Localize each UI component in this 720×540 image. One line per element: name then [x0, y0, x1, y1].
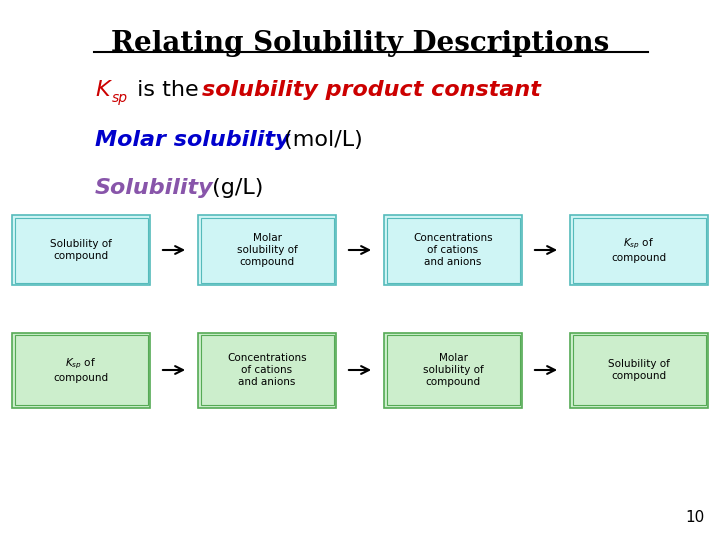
Text: $\mathit{K}$: $\mathit{K}$	[95, 80, 113, 100]
Text: $K_{sp}$ of
compound: $K_{sp}$ of compound	[611, 237, 667, 263]
FancyBboxPatch shape	[570, 215, 708, 285]
Text: (g/L): (g/L)	[205, 178, 264, 198]
Text: 10: 10	[685, 510, 705, 525]
Text: (mol/L): (mol/L)	[277, 130, 363, 150]
Text: Relating Solubility Descriptions: Relating Solubility Descriptions	[111, 30, 609, 57]
Text: Concentrations
of cations
and anions: Concentrations of cations and anions	[413, 233, 492, 267]
Text: solubility product constant: solubility product constant	[202, 80, 541, 100]
Text: Molar
solubility of
compound: Molar solubility of compound	[423, 353, 483, 387]
Text: sp: sp	[112, 91, 128, 105]
Text: Molar solubility: Molar solubility	[95, 130, 289, 150]
FancyBboxPatch shape	[384, 333, 522, 408]
FancyBboxPatch shape	[12, 215, 150, 285]
Text: $K_{sp}$ of
compound: $K_{sp}$ of compound	[53, 357, 109, 383]
Text: Solubility of
compound: Solubility of compound	[608, 359, 670, 381]
Text: Solubility: Solubility	[95, 178, 214, 198]
FancyBboxPatch shape	[198, 333, 336, 408]
FancyBboxPatch shape	[570, 333, 708, 408]
Text: Molar
solubility of
compound: Molar solubility of compound	[237, 233, 297, 267]
FancyBboxPatch shape	[198, 215, 336, 285]
Text: Solubility of
compound: Solubility of compound	[50, 239, 112, 261]
FancyBboxPatch shape	[384, 215, 522, 285]
Text: Concentrations
of cations
and anions: Concentrations of cations and anions	[228, 353, 307, 387]
FancyBboxPatch shape	[12, 333, 150, 408]
Text: is the: is the	[130, 80, 206, 100]
